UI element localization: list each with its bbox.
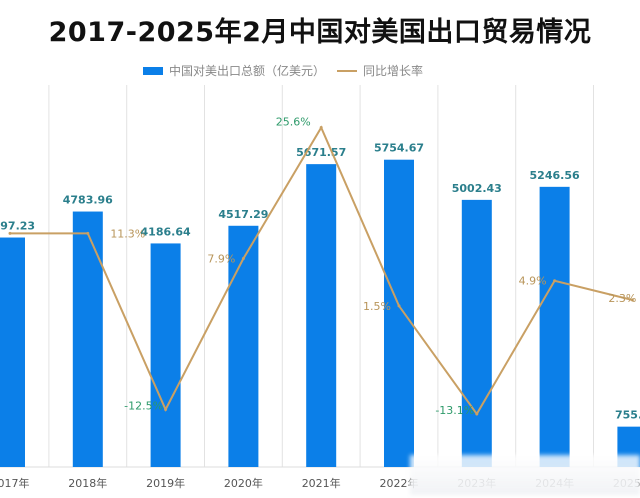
x-tick-label: 2019年 [146, 476, 185, 490]
legend: 中国对美出口总额（亿美元） 同比增长率 [143, 62, 423, 79]
growth-data-label: -12.5% [124, 400, 163, 413]
bar [0, 237, 25, 467]
growth-point [8, 231, 12, 235]
growth-point [630, 298, 634, 302]
bar [72, 211, 103, 467]
legend-bar-label: 中国对美出口总额（亿美元） [169, 64, 326, 78]
growth-point [553, 279, 557, 283]
legend-line-swatch [337, 69, 358, 72]
bar-data-label: 4186.64 [141, 225, 191, 238]
bar-data-label: 5246.56 [530, 169, 580, 182]
x-tick-label: 2020年 [224, 476, 263, 490]
bar-data-label: 4783.96 [63, 194, 113, 207]
x-tick-label: 2018年 [68, 476, 107, 490]
bar-data-label: 5754.67 [374, 142, 424, 155]
growth-point [164, 408, 168, 411]
growth-data-label: -13.1% [435, 404, 474, 417]
x-tick-label: 2021年 [302, 476, 341, 490]
bar-data-label: 4297.23 [0, 220, 35, 233]
bar-data-label: 755.5 [615, 409, 640, 422]
growth-data-label: 4.9% [519, 275, 547, 288]
legend-line-label: 同比增长率 [363, 64, 424, 78]
bar-data-label: 4517.29 [218, 208, 268, 221]
bar [150, 243, 181, 467]
growth-point [319, 126, 323, 130]
growth-data-label: 25.6% [276, 116, 311, 129]
growth-point [241, 257, 245, 261]
watermark-overlay [410, 455, 640, 495]
growth-data-label: 7.9% [207, 253, 235, 266]
bar [306, 164, 337, 467]
growth-point [475, 412, 479, 416]
x-tick-label: 2022年 [380, 476, 419, 490]
bar-data-label: 5002.43 [452, 182, 502, 195]
bar [539, 186, 570, 468]
chart-title: 2017-2025年2月中国对美国出口贸易情况 [48, 17, 592, 48]
growth-data-label: 2.3% [608, 292, 636, 305]
bar [228, 225, 259, 467]
bar [384, 159, 414, 467]
growth-data-label: 1.5% [363, 300, 391, 313]
growth-point [397, 304, 401, 308]
growth-data-label: 11.3% [110, 227, 145, 240]
growth-point [86, 231, 90, 235]
x-tick-label: 2017年 [0, 476, 30, 490]
legend-bar-swatch [143, 66, 163, 75]
bar [461, 199, 492, 467]
